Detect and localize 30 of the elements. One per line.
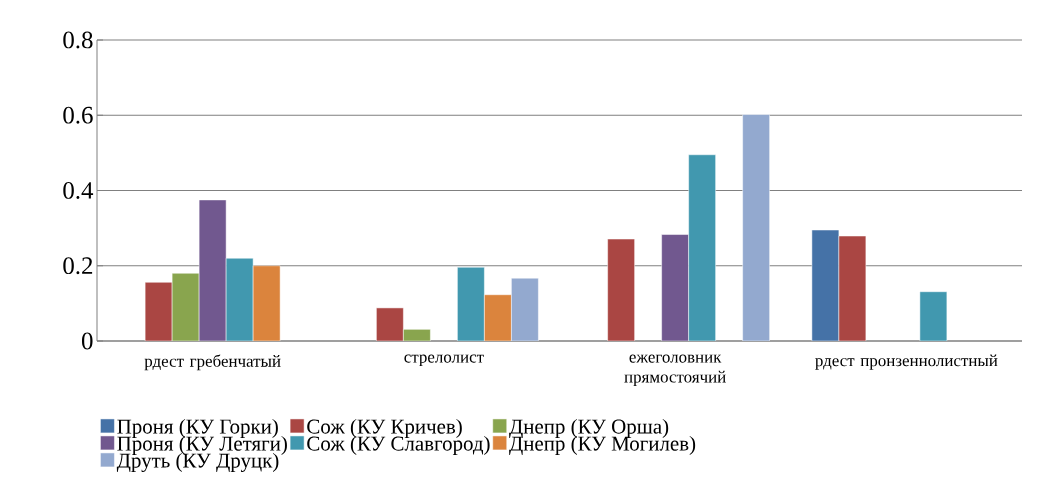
- bar: [742, 114, 770, 341]
- bar: [225, 257, 254, 341]
- bar: [661, 234, 689, 341]
- bar: [252, 265, 281, 341]
- bar: [484, 294, 512, 341]
- x-tick-label: рдест гребенчатый: [144, 354, 281, 371]
- bar: [376, 307, 404, 341]
- bar: [838, 235, 867, 341]
- bar: [198, 199, 227, 341]
- legend-label: Днепр (КУ Могилев): [509, 435, 696, 455]
- x-tick-label: стрелолист: [404, 354, 484, 367]
- legend-label: Друть (КУ Друцк): [116, 452, 279, 472]
- bar: [511, 277, 539, 341]
- x-tick-label: ежеголовник прямостоячий: [624, 354, 726, 387]
- y-tick-label: 0.2: [63, 257, 93, 275]
- y-tick-label: 0.6: [63, 106, 93, 124]
- y-tick-label: 0: [81, 332, 93, 350]
- legend-label: Проня (КУ Летяги): [117, 435, 287, 455]
- bar: [919, 291, 948, 341]
- legend-label: Сож (КУ Славгород): [307, 435, 490, 455]
- y-tick-label: 0.4: [63, 182, 94, 199]
- bar: [144, 282, 173, 341]
- legend-label: Днепр (КУ Орша): [509, 418, 669, 438]
- y-tick-label: 0.8: [63, 31, 93, 49]
- bar: [171, 273, 200, 341]
- x-tick-label: рдест пронзеннолистный: [815, 354, 998, 370]
- bar: [607, 238, 635, 341]
- bar: [688, 154, 716, 341]
- legend-label: Проня (КУ Горки): [117, 418, 278, 438]
- bar: [457, 267, 485, 341]
